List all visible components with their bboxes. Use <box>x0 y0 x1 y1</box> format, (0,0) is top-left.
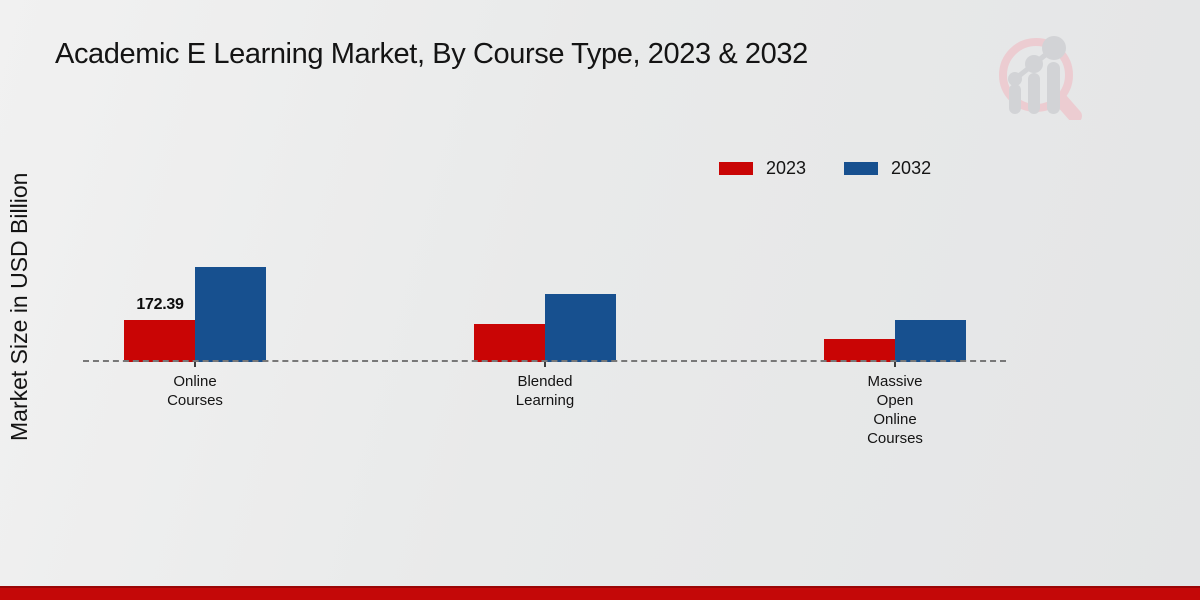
category-label-line: Courses <box>167 392 223 409</box>
logo-dot-icon <box>1025 55 1043 73</box>
bar-2032-online-courses <box>195 267 266 362</box>
logo-bar-icon <box>1028 73 1040 114</box>
bar-2032-massive-open-online-courses <box>895 320 966 362</box>
logo-dot-icon <box>1008 72 1022 86</box>
chart-title: Academic E Learning Market, By Course Ty… <box>55 38 808 70</box>
footer-red-strip <box>0 586 1200 600</box>
category-label-line: Learning <box>515 392 575 409</box>
x-axis-tick <box>194 362 196 367</box>
category-label-line: Online <box>873 411 917 428</box>
logo-dot-icon <box>1042 36 1066 60</box>
category-label: Massive Open Online Courses <box>867 372 923 448</box>
legend-item-2023: 2023 <box>719 158 806 179</box>
category-label-line: Blended <box>517 373 573 390</box>
x-axis-tick <box>544 362 546 367</box>
logo-magnifier-handle <box>1054 93 1082 120</box>
logo-bar-icon <box>1009 84 1021 114</box>
category-label-line: Online <box>173 373 217 390</box>
bar-2023-online-courses <box>124 320 195 362</box>
bar-value-label: 172.39 <box>136 296 184 313</box>
category-label: Blended Learning <box>516 372 574 410</box>
brand-logo-watermark <box>999 36 1082 120</box>
legend: 2023 2032 <box>719 158 931 179</box>
category-label: Online Courses <box>167 372 223 410</box>
legend-swatch-icon <box>844 162 879 175</box>
category-label-line: Courses <box>867 430 923 447</box>
bar-2023-blended-learning <box>474 324 545 362</box>
bar-2032-blended-learning <box>545 294 616 362</box>
category-label-line: Open <box>876 392 914 409</box>
bar-2023-massive-open-online-courses <box>824 339 895 362</box>
legend-label: 2023 <box>766 158 807 178</box>
x-axis-baseline <box>83 360 1006 362</box>
x-axis-tick <box>894 362 896 367</box>
legend-item-2032: 2032 <box>844 158 931 179</box>
category-label-line: Massive <box>867 373 923 390</box>
legend-label: 2032 <box>891 158 932 178</box>
legend-swatch-icon <box>719 162 753 175</box>
logo-bar-icon <box>1047 62 1060 114</box>
